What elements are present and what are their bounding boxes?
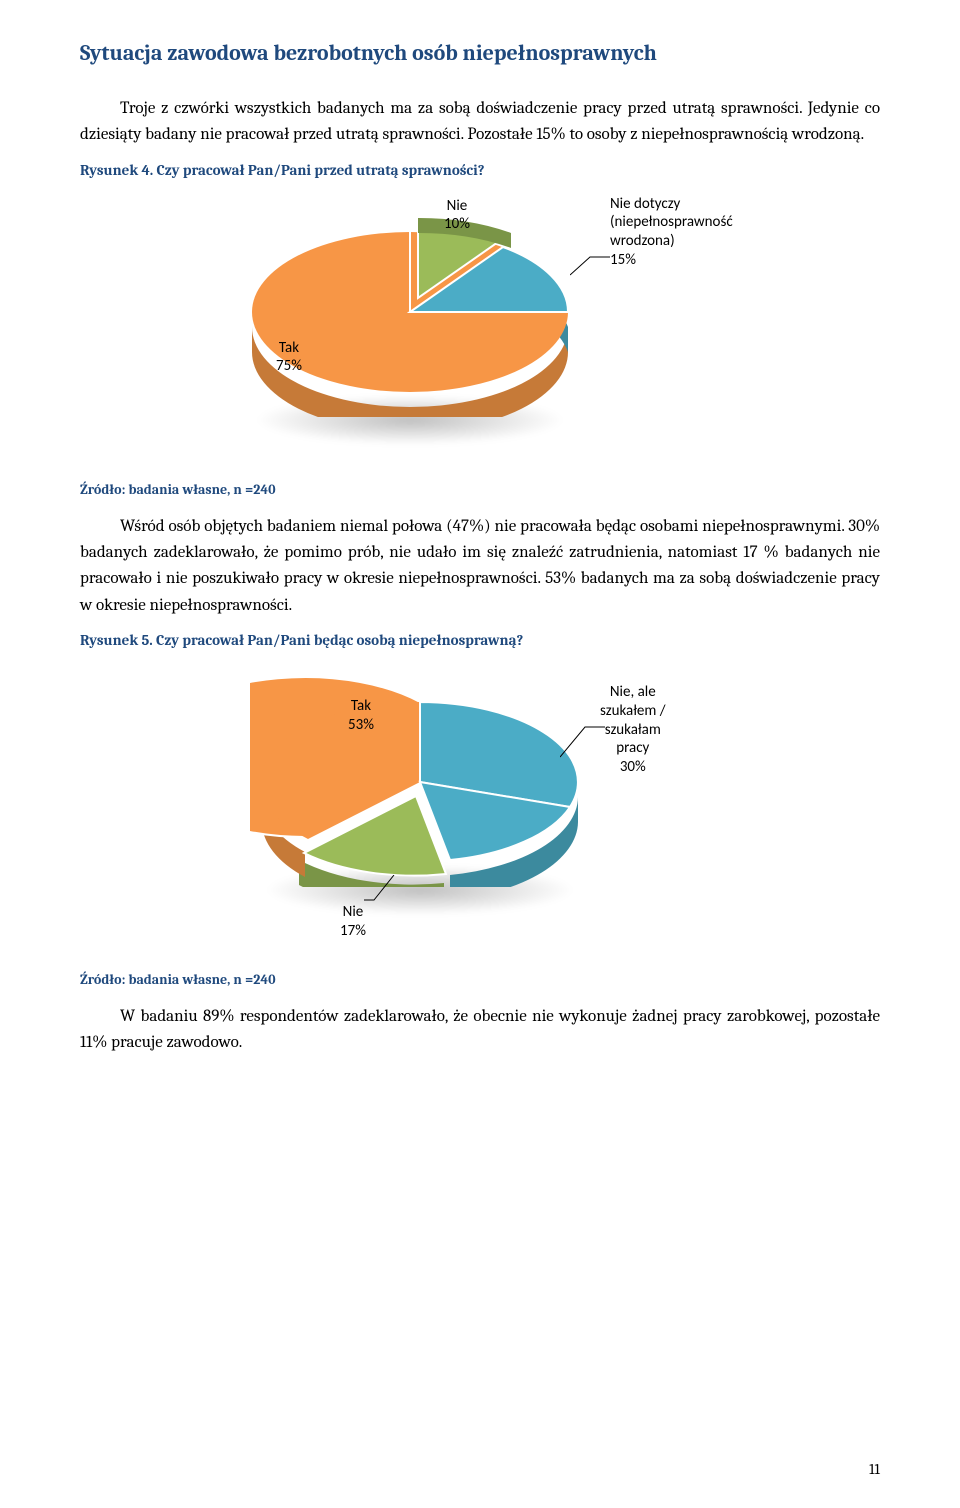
source-2: Źródło: badania własne, n =240 xyxy=(80,971,880,988)
fig5-caption: Rysunek 5. Czy pracował Pan/Pani będąc o… xyxy=(80,631,880,649)
slice-label-niedotyczy: Nie dotyczy (niepełnosprawność wrodzona)… xyxy=(610,195,733,270)
slice5-label-nieale: Nie, ale szukałem / szukałam pracy 30% xyxy=(600,683,666,777)
chart4-pie: Tak 75% Nie 10% Nie dotyczy (niepełnospr… xyxy=(80,187,880,467)
para-3: W badaniu 89% respondentów zadeklarowało… xyxy=(80,1004,880,1057)
leader-line-5b xyxy=(364,875,414,911)
para-2: Wśród osób objętych badaniem niemal poło… xyxy=(80,514,880,619)
section-title: Sytuacja zawodowa bezrobotnych osób niep… xyxy=(80,40,880,66)
chart5-pie: Tak 53% Nie, ale szukałem / szukałam pra… xyxy=(80,657,880,957)
page-number: 11 xyxy=(869,1460,880,1478)
slice-label-tak: Tak 75% xyxy=(276,339,302,377)
pie-3d-top-5 xyxy=(250,667,590,877)
source-1: Źródło: badania własne, n =240 xyxy=(80,481,880,498)
para-1: Troje z czwórki wszystkich badanych ma z… xyxy=(80,96,880,149)
slice-label-nie: Nie 10% xyxy=(444,197,470,235)
slice5-label-tak: Tak 53% xyxy=(348,697,374,735)
fig4-caption: Rysunek 4. Czy pracował Pan/Pani przed u… xyxy=(80,161,880,179)
slice5-label-nie: Nie 17% xyxy=(340,903,366,941)
